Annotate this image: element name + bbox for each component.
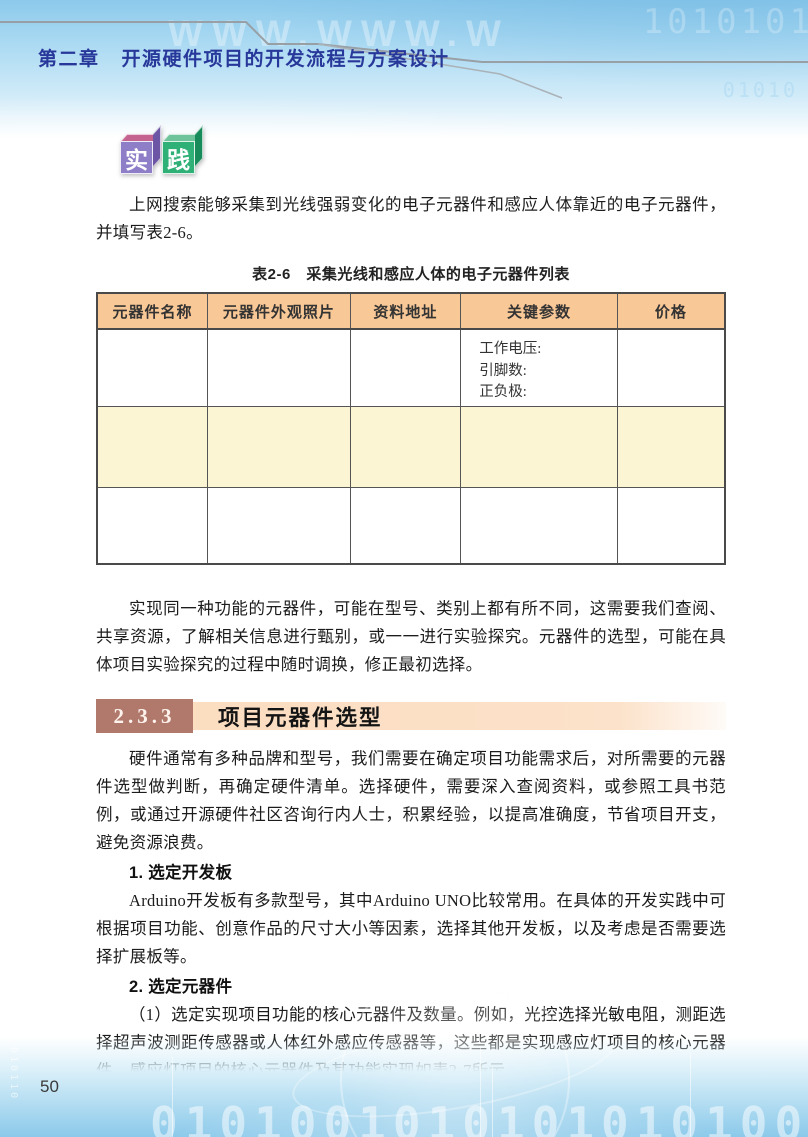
page-content: 实 践 上网搜索能够采集到光线强弱变化的电子元器件和感应人体靠近的电子元器件，并… [96, 125, 726, 1085]
cube-side-face [153, 125, 161, 167]
key-param-line: 正负极: [479, 384, 527, 400]
empty-cell [616, 486, 726, 565]
empty-cell [460, 486, 618, 565]
chapter-label: 第二章 [38, 49, 100, 70]
components-table: 元器件名称 元器件外观照片 资料地址 关键参数 价格 工作电压: 引脚数: 正负… [96, 292, 726, 565]
empty-cell [349, 405, 462, 488]
empty-cell [96, 405, 209, 488]
practice-cube-2: 践 [162, 125, 203, 175]
body-paragraph-2: Arduino开发板有多款型号，其中Arduino UNO比较常用。在具体的开发… [96, 891, 726, 966]
light-streak [690, 1052, 691, 1137]
empty-cell [207, 486, 351, 565]
practice-char-2: 践 [162, 141, 195, 174]
key-params-cell: 工作电压: 引脚数: 正负极: [460, 328, 618, 407]
footer-band: 010110 0101001010101010100110 [0, 965, 808, 1137]
practice-cube-1: 实 [120, 125, 161, 175]
empty-cell [207, 405, 351, 488]
col-header-reference-url: 资料地址 [349, 292, 462, 330]
header-binary-decoration-small: 01010 [722, 78, 798, 102]
section-heading: 2.3.3 项目元器件选型 [96, 699, 726, 733]
section-title-strip: 项目元器件选型 [193, 702, 726, 730]
table-row: 工作电压: 引脚数: 正负极: [96, 328, 726, 407]
empty-cell [460, 405, 618, 488]
paragraph-after-table: 实现同一种功能的元器件，可能在型号、类别上都有所不同，这需要我们查阅、共享资源，… [96, 599, 726, 674]
table-row-highlighted [96, 405, 726, 488]
empty-cell [349, 486, 462, 565]
light-streak [480, 1047, 481, 1137]
col-header-photo: 元器件外观照片 [207, 292, 351, 330]
footer-binary-decoration: 0101001010101010100110 [150, 1097, 808, 1137]
practice-badge: 实 践 [120, 125, 726, 181]
empty-cell [96, 486, 209, 565]
body-paragraph-1: 硬件通常有多种品牌和型号，我们需要在确定项目功能需求后，对所需要的元器件选型做判… [96, 749, 726, 852]
header-divider-lines [0, 21, 808, 99]
col-header-price: 价格 [616, 292, 726, 330]
page-number: 50 [40, 1077, 59, 1096]
practice-char-1: 实 [120, 141, 153, 174]
numbered-item-2: 2. 选定元器件 [129, 978, 233, 996]
key-param-line: 工作电压: [479, 341, 542, 357]
chapter-heading: 第二章 开源硬件项目的开发流程与方案设计 [38, 44, 450, 71]
header-band: WWW.WWW.W 1010101 01010 第二章 开源硬件项目的开发流程与… [0, 0, 808, 138]
empty-cell [616, 405, 726, 488]
light-streak [492, 1067, 493, 1137]
section-title: 项目元器件选型 [218, 705, 383, 730]
empty-cell [616, 328, 726, 407]
empty-cell [349, 328, 462, 407]
light-streak [172, 1057, 173, 1137]
header-binary-decoration: 1010101 [642, 2, 808, 42]
key-param-line: 引脚数: [479, 362, 527, 379]
table-row [96, 486, 726, 565]
section-number: 2.3.3 [96, 699, 193, 733]
chapter-title: 开源硬件项目的开发流程与方案设计 [121, 49, 450, 70]
empty-cell [207, 328, 351, 407]
numbered-item-1: 1. 选定开发板 [129, 864, 233, 882]
intro-paragraph: 上网搜索能够采集到光线强弱变化的电子元器件和感应人体靠近的电子元器件，并填写表2… [96, 195, 726, 242]
table-caption: 表2-6 采集光线和感应人体的电子元器件列表 [252, 266, 570, 283]
col-header-key-params: 关键参数 [460, 292, 618, 330]
footer-binary-column: 010110 [8, 1047, 19, 1102]
cube-side-face [195, 125, 203, 167]
empty-cell [96, 328, 209, 407]
table-header-row: 元器件名称 元器件外观照片 资料地址 关键参数 价格 [96, 292, 726, 330]
col-header-component-name: 元器件名称 [96, 292, 209, 330]
